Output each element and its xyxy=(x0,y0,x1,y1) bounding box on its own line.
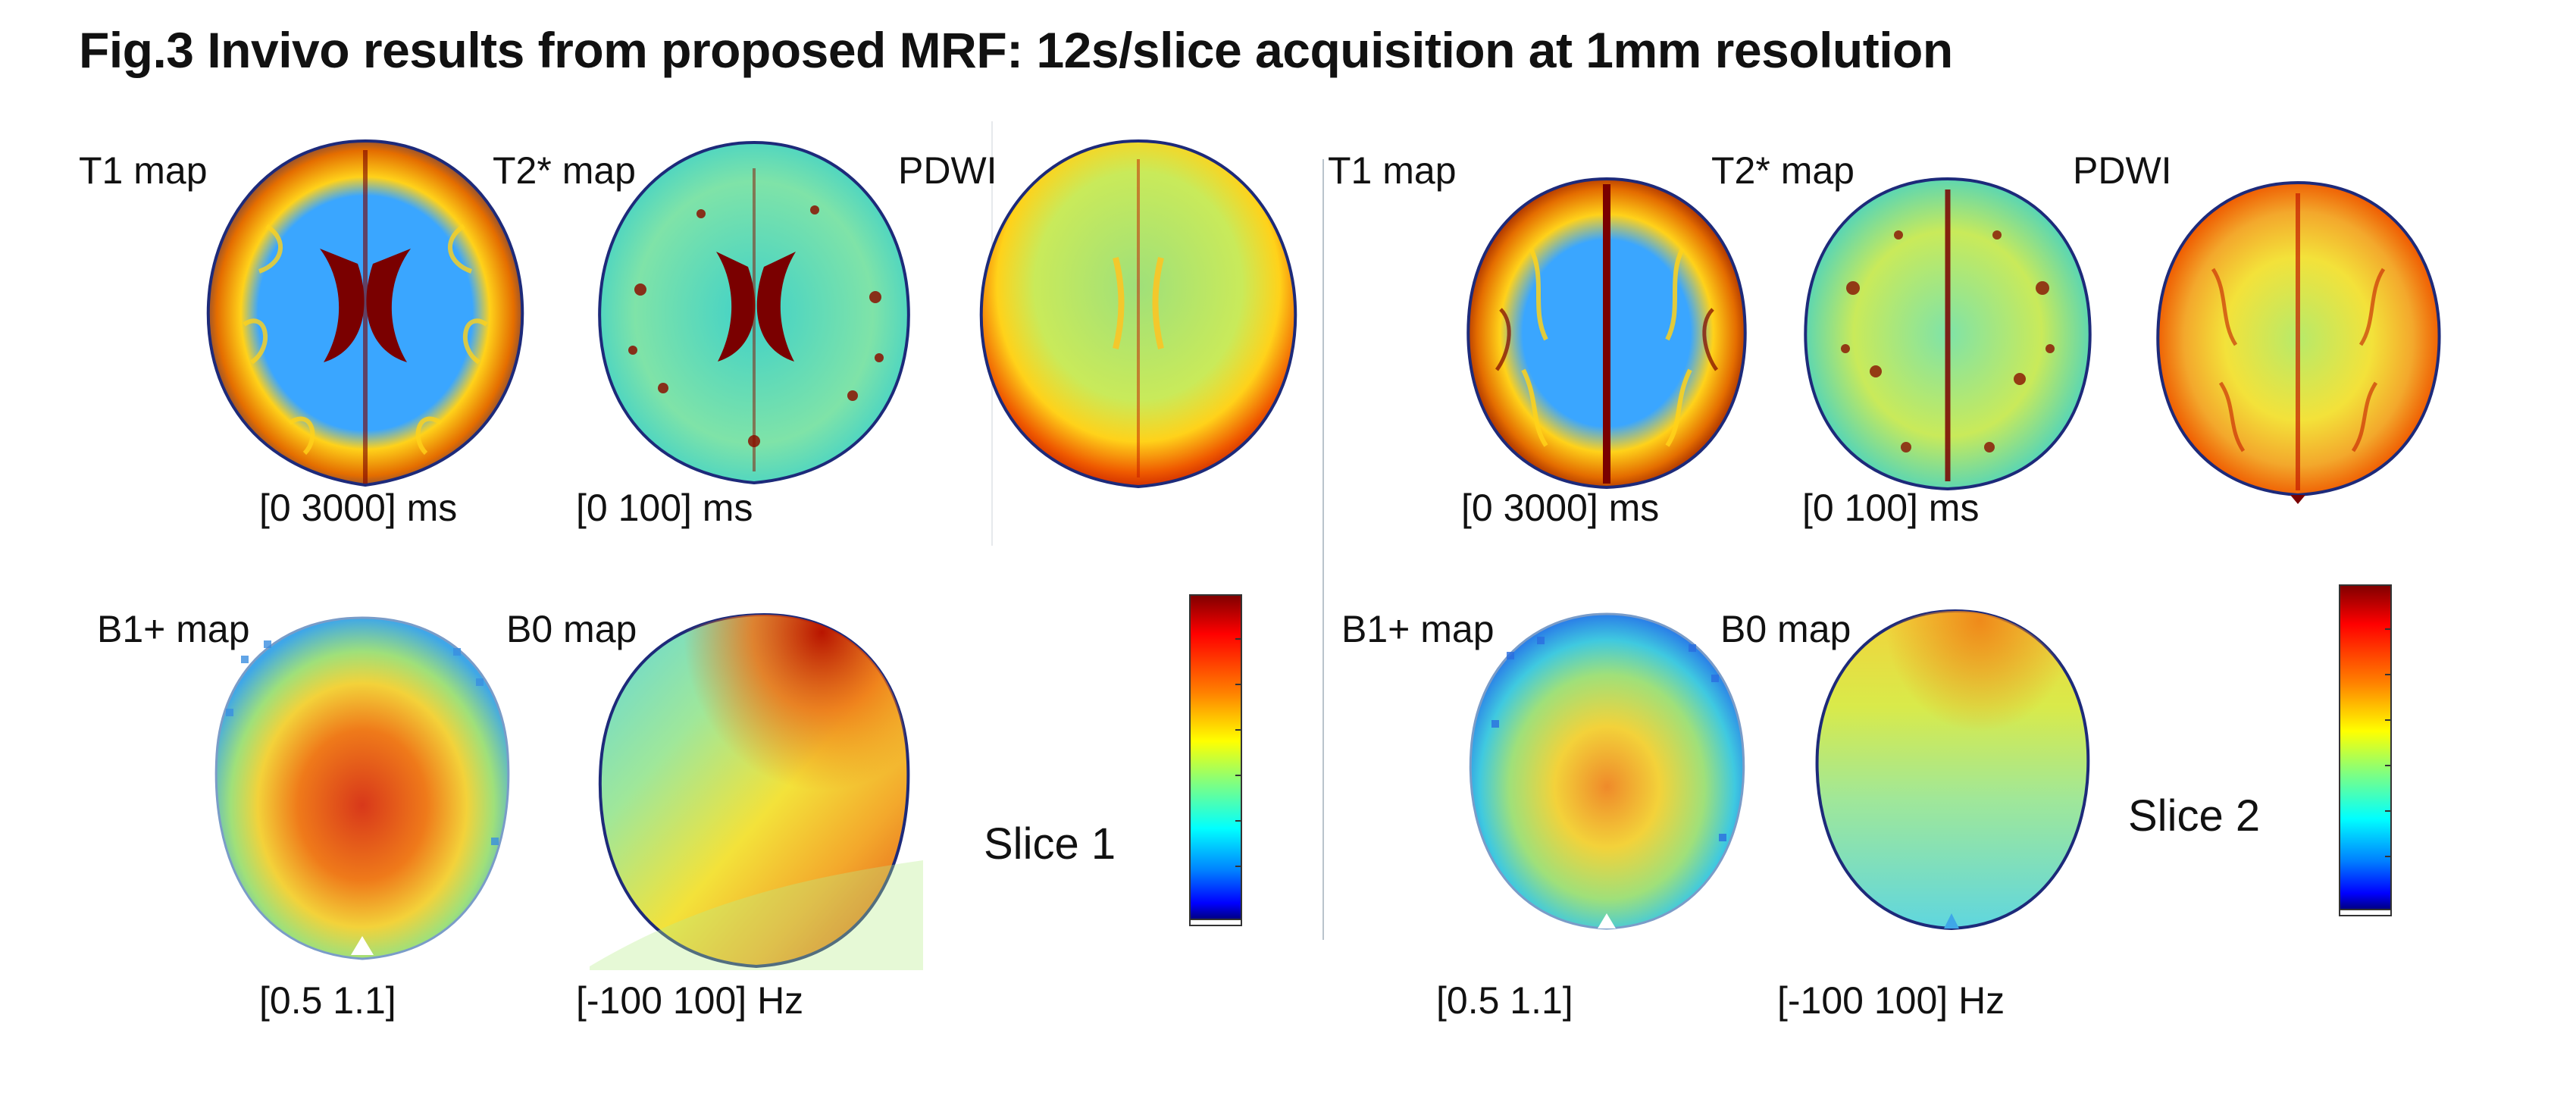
slice-1-label: Slice 1 xyxy=(984,819,1116,869)
slice-1-colorbar xyxy=(1188,593,1243,927)
slice-1-b1-image xyxy=(196,610,529,966)
figure-title: Fig.3 Invivo results from proposed MRF: … xyxy=(79,22,1953,78)
slice-1-t1-image xyxy=(199,135,532,491)
slice-1-b0-image xyxy=(590,610,923,970)
slice-1-pdwi-image xyxy=(972,136,1305,493)
slice-1-b0-label: B0 map xyxy=(506,608,637,650)
slice-1-t2-label: T2* map xyxy=(493,149,636,192)
slice-1-b1-range: [0.5 1.1] xyxy=(259,979,396,1022)
slice-2-b0-image xyxy=(1811,606,2092,932)
slice-2-b1-label: B1+ map xyxy=(1341,608,1495,650)
slice-2-pdwi-image xyxy=(2152,178,2444,504)
slice-2-b1-image xyxy=(1461,606,1753,932)
slice-2-b0-range: [-100 100] Hz xyxy=(1777,979,2005,1022)
slice-2-b1-range: [0.5 1.1] xyxy=(1436,979,1573,1022)
slice-1-t1-label: T1 map xyxy=(79,149,208,192)
slice-1-t2-image xyxy=(587,138,921,487)
slice-2-t2-image xyxy=(1800,174,2096,493)
slice-2-t1-label: T1 map xyxy=(1328,149,1457,192)
slice-2-colorbar xyxy=(2338,584,2393,917)
slice-2-pdwi-label: PDWI xyxy=(2073,149,2172,192)
slice-1-b0-range: [-100 100] Hz xyxy=(576,979,804,1022)
slice-2-t1-image xyxy=(1463,173,1751,491)
slice-1-b1-label: B1+ map xyxy=(97,608,250,650)
slice-2-t2-label: T2* map xyxy=(1711,149,1855,192)
slice-1-t1-range: [0 3000] ms xyxy=(259,487,458,529)
slice-1-t2-range: [0 100] ms xyxy=(576,487,753,529)
slice-2-b0-label: B0 map xyxy=(1720,608,1851,650)
slice-2-t1-range: [0 3000] ms xyxy=(1461,487,1660,529)
panel-divider xyxy=(1322,159,1324,940)
slice-2-label: Slice 2 xyxy=(2128,791,2261,841)
slice-2-t2-range: [0 100] ms xyxy=(1802,487,1980,529)
slice-1-pdwi-label: PDWI xyxy=(898,149,997,192)
